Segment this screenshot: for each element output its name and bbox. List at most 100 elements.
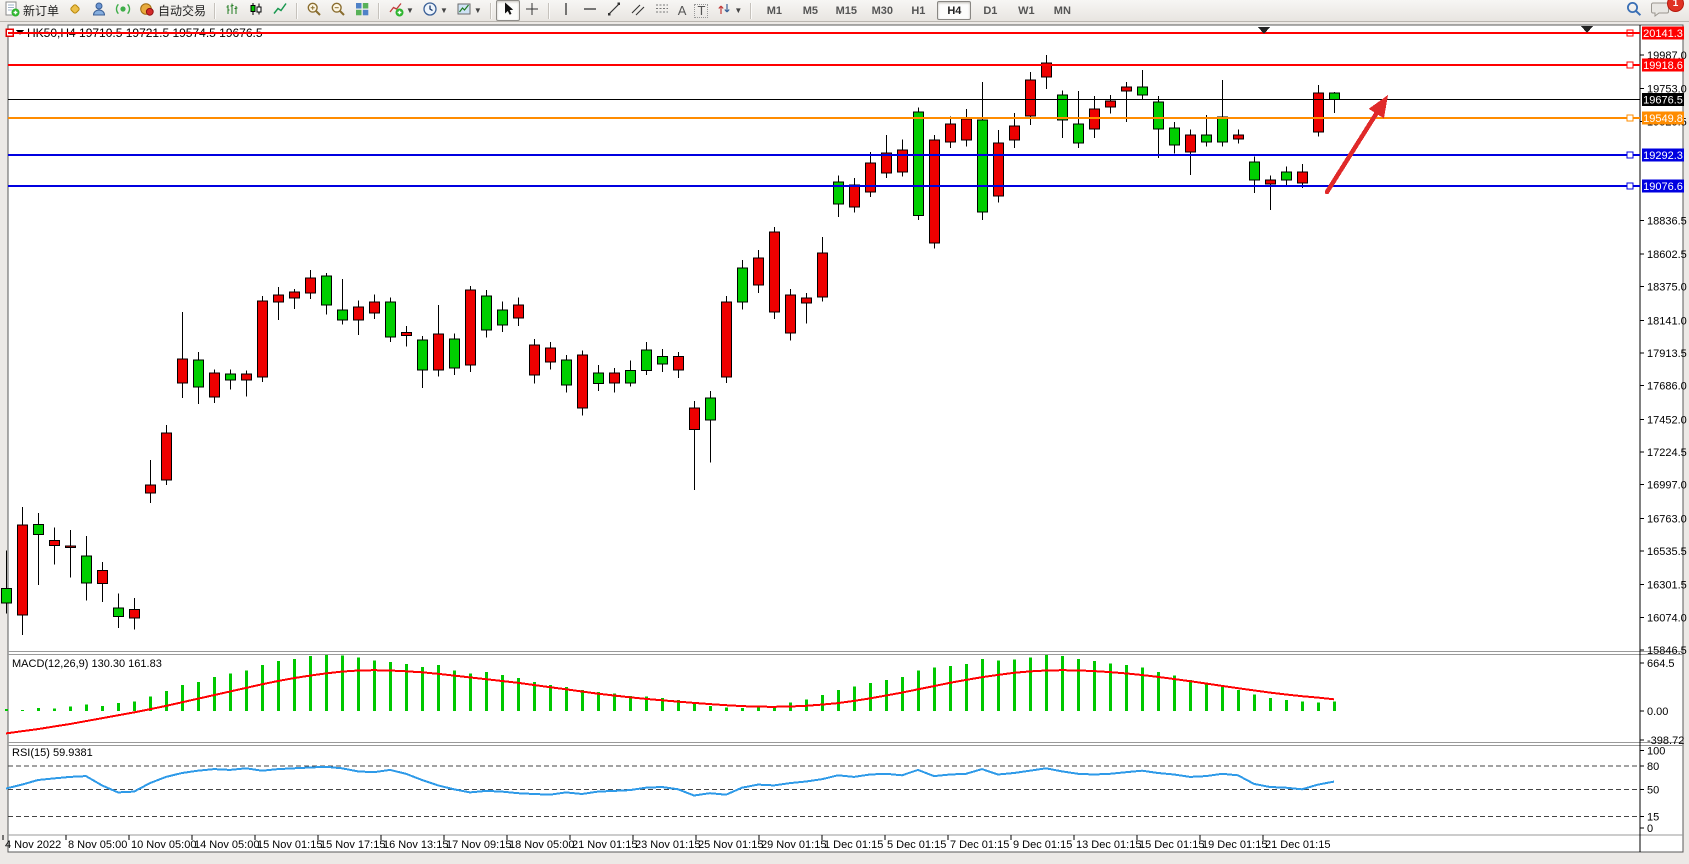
timeframe-D1[interactable]: D1 bbox=[983, 4, 998, 17]
chart-canvas[interactable]: 19987.019753.019525.518836.518602.518375… bbox=[0, 22, 1689, 859]
timeframe-M1[interactable]: M1 bbox=[766, 4, 782, 17]
svg-text:15 Nov 01:15: 15 Nov 01:15 bbox=[257, 839, 322, 851]
text-tool-button[interactable]: A bbox=[674, 0, 691, 21]
zoom-in-icon bbox=[306, 1, 322, 20]
gold-seal-button[interactable] bbox=[63, 0, 87, 21]
add-indicator-icon bbox=[388, 1, 404, 20]
svg-text:20141.3: 20141.3 bbox=[1643, 28, 1683, 40]
chart-title: HK50,H4 19710.5 19721.5 19574.5 19676.5 bbox=[8, 26, 1640, 40]
svg-text:16997.0: 16997.0 bbox=[1647, 480, 1687, 492]
svg-text:1 Dec 01:15: 1 Dec 01:15 bbox=[824, 839, 883, 851]
svg-text:21 Nov 01:15: 21 Nov 01:15 bbox=[572, 839, 637, 851]
new-order-label: 新订单 bbox=[23, 4, 60, 18]
arrows-icon bbox=[716, 1, 732, 20]
macd-pane: 664.5 0.00 -398.72 MACD(12,26,9) 130.30 161… bbox=[5, 655, 1684, 747]
svg-text:29 Nov 01:15: 29 Nov 01:15 bbox=[761, 839, 826, 851]
zoom-out-button[interactable] bbox=[326, 0, 350, 21]
fibonacci-tool-button[interactable] bbox=[650, 0, 674, 21]
svg-text:18836.5: 18836.5 bbox=[1647, 215, 1687, 227]
candle-chart-icon bbox=[248, 1, 264, 20]
crosshair-icon bbox=[524, 1, 540, 20]
text-label-tool-button[interactable]: T bbox=[690, 0, 712, 21]
horizontal-line-tool-button[interactable] bbox=[578, 0, 602, 21]
arrows-tool-button[interactable]: ▼ bbox=[712, 0, 746, 21]
profiles-button[interactable] bbox=[87, 0, 111, 21]
vertical-line-icon bbox=[558, 1, 574, 20]
tile-windows-button[interactable] bbox=[350, 0, 374, 21]
price-badges: 20141.3 19918.6 19676.5 19549.8 19292.3 19076… bbox=[1642, 26, 1684, 193]
new-order-button[interactable]: 新订单 bbox=[0, 0, 63, 21]
gold-seal-icon bbox=[67, 1, 83, 20]
templates-icon bbox=[456, 1, 472, 20]
svg-text:13 Dec 01:15: 13 Dec 01:15 bbox=[1076, 839, 1141, 851]
bar-chart-button[interactable] bbox=[220, 0, 244, 21]
timeframe-M5[interactable]: M5 bbox=[802, 4, 818, 17]
chart-shift-marker bbox=[1258, 27, 1270, 34]
rsi-pane: 100 80 50 150 RSI(15) 59.9381 bbox=[5, 745, 1665, 835]
toolbar-separator bbox=[489, 2, 492, 19]
timeframe-H1[interactable]: H1 bbox=[911, 4, 926, 17]
svg-text:19076.6: 19076.6 bbox=[1643, 181, 1683, 193]
toolbar-separator bbox=[378, 2, 381, 19]
fibonacci-icon bbox=[654, 1, 670, 20]
trendline-tool-button[interactable] bbox=[602, 0, 626, 21]
autotrading-icon bbox=[139, 1, 155, 20]
svg-text:664.5: 664.5 bbox=[1647, 658, 1675, 670]
signals-icon bbox=[115, 1, 131, 20]
zoom-in-button[interactable] bbox=[302, 0, 326, 21]
svg-text:19 Dec 01:15: 19 Dec 01:15 bbox=[1202, 839, 1267, 851]
timeframe-W1[interactable]: W1 bbox=[1018, 4, 1035, 17]
timeframe-MN[interactable]: MN bbox=[1053, 4, 1071, 17]
svg-text:100: 100 bbox=[1647, 745, 1665, 757]
chevron-down-icon: ▼ bbox=[439, 6, 448, 15]
timeframe-M15[interactable]: M15 bbox=[835, 4, 858, 17]
search-button[interactable] bbox=[1621, 0, 1647, 21]
candle-chart-button[interactable] bbox=[244, 0, 268, 21]
svg-text:16535.5: 16535.5 bbox=[1647, 546, 1687, 558]
add-indicator-button[interactable]: ▼ bbox=[384, 0, 418, 21]
bar-chart-icon bbox=[224, 1, 240, 20]
chevron-down-icon: ▼ bbox=[734, 6, 743, 15]
equidistant-channel-tool-button[interactable] bbox=[626, 0, 650, 21]
toolbar-separator bbox=[296, 2, 299, 19]
cursor-tool-button[interactable] bbox=[495, 0, 520, 21]
svg-text:17913.5: 17913.5 bbox=[1647, 348, 1687, 360]
signals-button[interactable] bbox=[111, 0, 135, 21]
svg-text:16074.0: 16074.0 bbox=[1647, 612, 1687, 624]
svg-text:25 Nov 01:15: 25 Nov 01:15 bbox=[698, 839, 763, 851]
autotrading-label: 自动交易 bbox=[158, 4, 207, 18]
zoom-out-icon bbox=[330, 1, 346, 20]
svg-text:18141.0: 18141.0 bbox=[1647, 315, 1687, 327]
svg-text:21 Dec 01:15: 21 Dec 01:15 bbox=[1265, 839, 1330, 851]
timeframe-M30[interactable]: M30 bbox=[871, 4, 894, 17]
horizontal-line-icon bbox=[582, 1, 598, 20]
crosshair-tool-button[interactable] bbox=[520, 0, 544, 21]
search-icon bbox=[1625, 0, 1643, 21]
svg-text:19918.6: 19918.6 bbox=[1643, 60, 1683, 72]
svg-text:MACD(12,26,9) 130.30 161.83: MACD(12,26,9) 130.30 161.83 bbox=[12, 658, 162, 670]
periods-clock-icon bbox=[422, 1, 438, 20]
toolbar-separator bbox=[214, 2, 217, 19]
svg-text:17 Nov 09:15: 17 Nov 09:15 bbox=[446, 839, 511, 851]
svg-text:15 Dec 01:15: 15 Dec 01:15 bbox=[1139, 839, 1204, 851]
svg-text:17686.0: 17686.0 bbox=[1647, 381, 1687, 393]
chat-button[interactable]: 1 bbox=[1647, 0, 1684, 21]
line-chart-button[interactable] bbox=[268, 0, 292, 21]
autotrading-button[interactable]: 自动交易 bbox=[135, 0, 210, 21]
new-order-icon bbox=[4, 1, 20, 20]
profiles-icon bbox=[91, 1, 107, 20]
timeframe-H4[interactable]: H4 bbox=[937, 1, 972, 20]
svg-text:19676.5: 19676.5 bbox=[1643, 95, 1683, 107]
text-label-tool-label: T bbox=[694, 3, 709, 18]
toolbar-separator bbox=[547, 2, 550, 19]
periods-button[interactable]: ▼ bbox=[418, 0, 452, 21]
vertical-line-tool-button[interactable] bbox=[554, 0, 578, 21]
svg-text:16763.0: 16763.0 bbox=[1647, 513, 1687, 525]
timeframe-group: M1 M5 M15 M30 H1 H4 D1 W1 MN bbox=[756, 1, 1080, 20]
chart-shift-marker bbox=[1581, 26, 1593, 33]
svg-text:18 Nov 05:00: 18 Nov 05:00 bbox=[509, 839, 574, 851]
svg-text:4 Nov 2022: 4 Nov 2022 bbox=[5, 839, 61, 851]
svg-text:80: 80 bbox=[1647, 761, 1659, 773]
templates-button[interactable]: ▼ bbox=[452, 0, 486, 21]
svg-text:14 Nov 05:00: 14 Nov 05:00 bbox=[194, 839, 259, 851]
